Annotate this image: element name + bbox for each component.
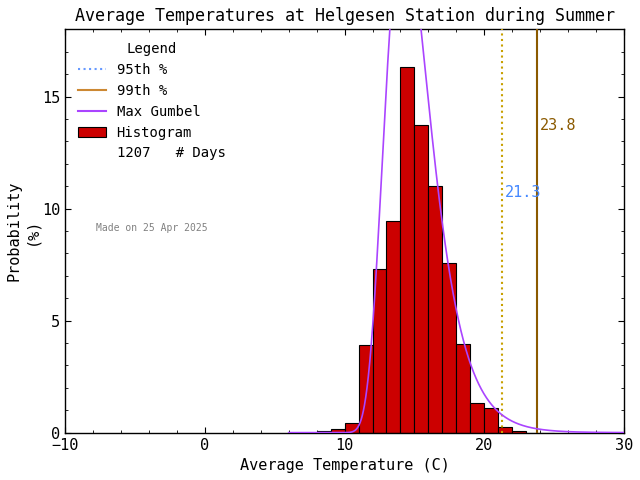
Title: Average Temperatures at Helgesen Station during Summer: Average Temperatures at Helgesen Station… <box>75 7 614 25</box>
Bar <box>387 221 401 432</box>
Bar <box>470 403 484 432</box>
Bar <box>344 423 358 432</box>
Bar <box>442 264 456 432</box>
Bar <box>401 67 415 432</box>
Text: 21.3: 21.3 <box>505 185 541 200</box>
X-axis label: Average Temperature (C): Average Temperature (C) <box>239 458 449 473</box>
Bar <box>415 124 428 432</box>
Bar <box>358 346 372 432</box>
Bar <box>372 269 387 432</box>
Bar <box>484 408 498 432</box>
Bar <box>317 431 331 432</box>
Legend: 95th %, 99th %, Max Gumbel, Histogram, 1207   # Days: 95th %, 99th %, Max Gumbel, Histogram, 1… <box>72 36 231 166</box>
Y-axis label: Probability
(%): Probability (%) <box>7 181 39 281</box>
Text: Made on 25 Apr 2025: Made on 25 Apr 2025 <box>96 223 207 233</box>
Bar <box>456 344 470 432</box>
Bar <box>331 429 344 432</box>
Bar <box>428 186 442 432</box>
Bar <box>498 427 512 432</box>
Bar <box>512 431 526 432</box>
Text: 23.8: 23.8 <box>540 118 577 133</box>
